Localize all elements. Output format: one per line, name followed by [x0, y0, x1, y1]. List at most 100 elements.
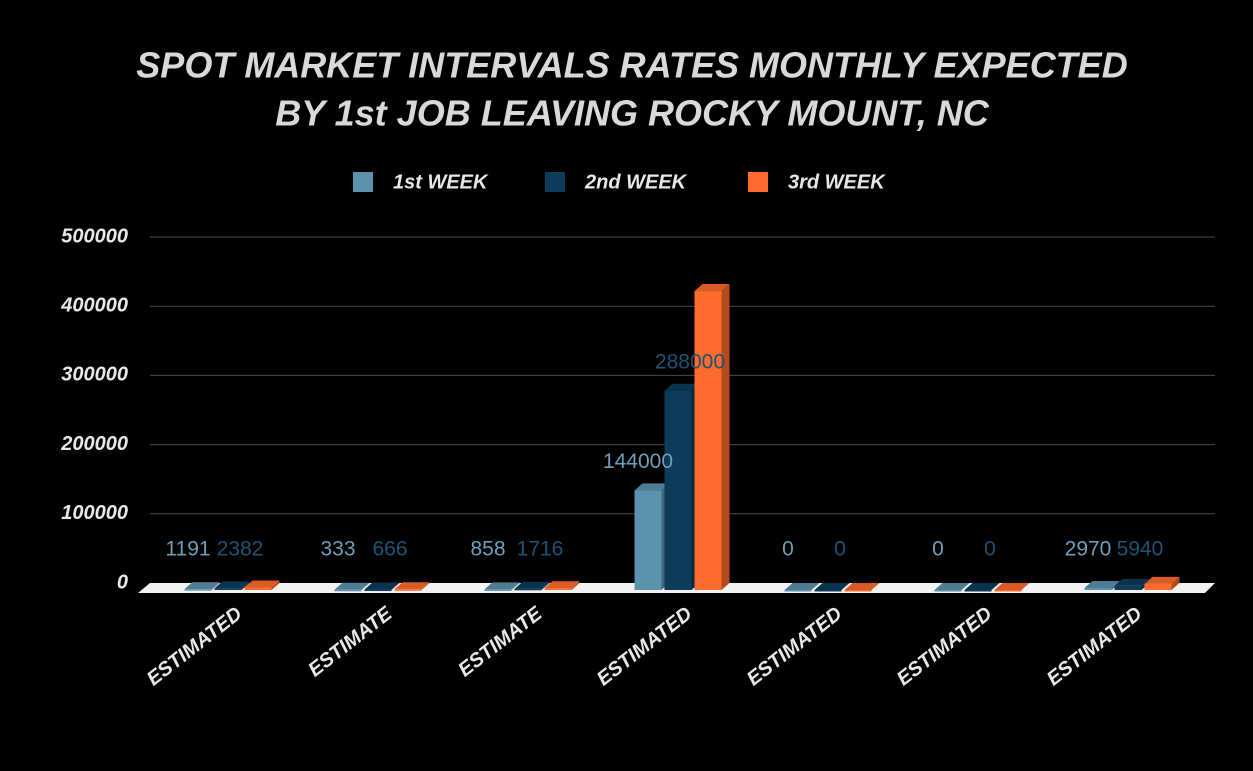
bar-face: [271, 580, 280, 590]
bar: [844, 583, 880, 592]
data-label: 333: [320, 538, 355, 561]
bar: [394, 582, 430, 591]
bar-face: [994, 590, 1022, 592]
legend-swatch: [353, 172, 373, 192]
bar: [814, 583, 850, 592]
bar: [934, 583, 970, 592]
bar: [964, 583, 1000, 592]
data-label: 1716: [517, 538, 564, 561]
bar-face: [184, 589, 212, 591]
bar-face: [694, 284, 730, 292]
bar: [634, 483, 670, 590]
bar-face: [421, 582, 430, 590]
bar-face: [814, 590, 842, 592]
bar-face: [394, 589, 422, 591]
bar-face: [964, 590, 992, 592]
legend-label: 3rd WEEK: [788, 171, 886, 193]
data-label: 666: [372, 538, 407, 561]
data-label: 0: [932, 538, 944, 561]
bar-face: [394, 582, 430, 590]
data-label: 288000: [655, 350, 725, 373]
bar-face: [364, 582, 400, 590]
bar: [214, 581, 250, 590]
bar: [184, 582, 220, 591]
legend-label: 1st WEEK: [393, 171, 489, 193]
bar-face: [721, 284, 730, 590]
y-tick-label: 200000: [60, 433, 128, 455]
bar-face: [934, 590, 962, 592]
data-label: 0: [834, 538, 846, 561]
bar-face: [994, 583, 1030, 590]
bar-face: [694, 291, 722, 590]
bar-face: [334, 582, 370, 590]
bar-face: [391, 582, 400, 590]
y-tick-label: 100000: [61, 502, 128, 524]
bar-face: [964, 583, 1000, 590]
bar-face: [214, 581, 250, 589]
legend-swatch: [545, 172, 565, 192]
bar-face: [184, 582, 220, 590]
bar-face: [541, 581, 550, 590]
data-label: 2382: [217, 538, 264, 561]
bar-face: [1171, 576, 1180, 590]
bar: [664, 383, 700, 590]
data-label: 858: [470, 538, 505, 561]
legend-swatch: [748, 172, 768, 192]
bar-face: [844, 583, 880, 590]
data-label: 5940: [1117, 538, 1164, 561]
bar-face: [214, 588, 242, 590]
bar: [364, 582, 400, 592]
bar-face: [571, 581, 580, 590]
y-tick-label: 300000: [61, 364, 128, 386]
bar: [1144, 576, 1180, 590]
bar-face: [1144, 583, 1172, 590]
data-label: 2970: [1065, 538, 1112, 561]
bar: [244, 580, 280, 590]
bar-face: [244, 580, 280, 588]
bar-face: [634, 483, 670, 491]
bar-face: [514, 581, 550, 589]
bar: [784, 583, 820, 592]
bar-face: [511, 582, 520, 590]
bar: [484, 582, 520, 591]
data-label: 0: [984, 538, 996, 561]
bar: [514, 581, 550, 591]
bar-face: [544, 588, 572, 590]
bar-face: [364, 589, 392, 592]
bar-face: [334, 589, 362, 592]
y-tick-label: 0: [117, 571, 128, 593]
bar: [544, 581, 580, 590]
data-label: 144000: [603, 450, 673, 473]
bar-face: [361, 582, 370, 590]
bar-face: [544, 581, 580, 589]
bar-face: [241, 581, 250, 590]
bar-face: [784, 590, 812, 592]
bar-face: [664, 390, 692, 590]
bar-face: [814, 583, 850, 590]
data-label: 0: [782, 538, 794, 561]
bar-face: [1114, 585, 1142, 590]
bar-face: [1084, 580, 1120, 588]
bar-face: [484, 582, 520, 590]
bar-face: [1144, 576, 1180, 584]
bar: [694, 284, 730, 590]
bar: [334, 582, 370, 592]
bar-face: [484, 589, 512, 591]
bar-face: [784, 583, 820, 590]
bar-face: [211, 582, 220, 590]
y-tick-label: 400000: [60, 294, 128, 316]
bar-face: [1114, 578, 1150, 586]
y-tick-label: 500000: [61, 225, 128, 247]
bar-face: [934, 583, 970, 590]
bar-face: [844, 590, 872, 592]
legend-label: 2nd WEEK: [584, 171, 688, 193]
bar: [994, 583, 1030, 592]
bar-face: [514, 588, 542, 591]
bar-face: [664, 383, 700, 391]
bar-face: [1084, 587, 1112, 590]
data-label: 1191: [165, 538, 210, 561]
bar-face: [634, 490, 662, 590]
chart-title: SPOT MARKET INTERVALS RATES MONTHLY EXPE…: [136, 45, 1127, 86]
